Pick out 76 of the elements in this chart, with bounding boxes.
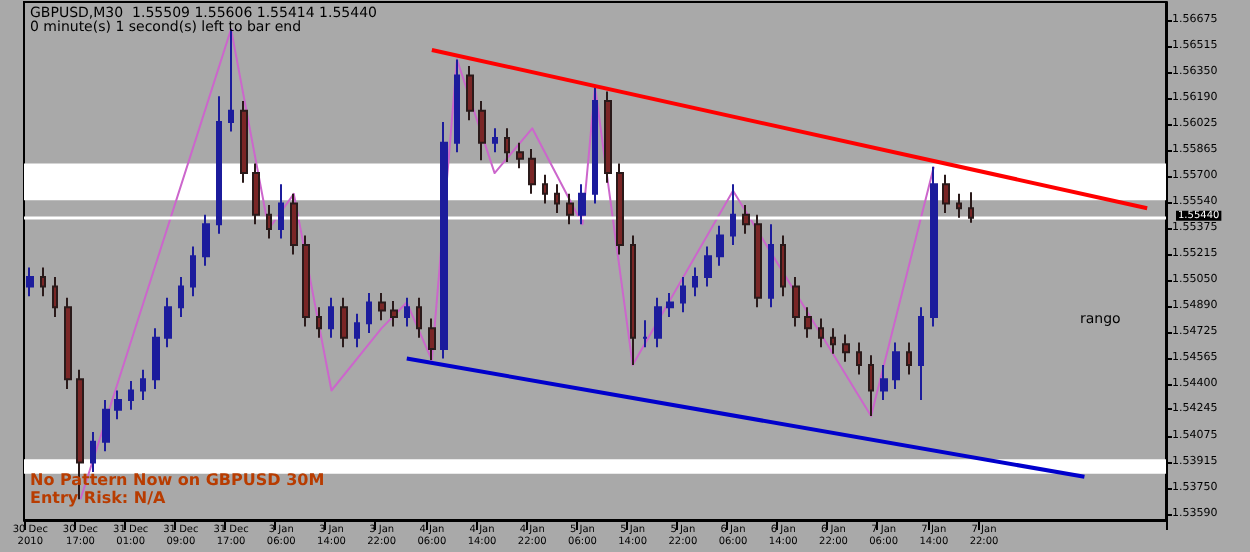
candlestick [956, 192, 962, 219]
candlestick [680, 275, 686, 314]
candlestick [818, 317, 824, 349]
candlestick [768, 223, 774, 309]
candlestick [528, 148, 536, 195]
candlestick [692, 266, 698, 298]
candlestick [26, 266, 34, 298]
candlestick [152, 327, 160, 390]
candlestick [228, 28, 234, 133]
candlestick [566, 192, 574, 226]
candlestick [390, 299, 398, 328]
candlestick [428, 317, 436, 362]
candlestick [554, 183, 560, 215]
candlestick [968, 191, 974, 224]
candlestick [516, 141, 524, 170]
candlestick [128, 379, 134, 411]
candlestick [892, 341, 900, 390]
candlestick [880, 363, 888, 402]
candlestick [616, 162, 624, 256]
candlestick [642, 319, 648, 349]
candlestick [290, 192, 298, 256]
candlestick [930, 165, 938, 328]
candlestick [578, 183, 586, 226]
candlestick [140, 368, 146, 402]
candlestick [64, 296, 72, 390]
candlestick [742, 204, 750, 235]
candlestick [316, 306, 322, 339]
candlestick [266, 204, 272, 240]
candlestick [868, 354, 874, 418]
candlestick [440, 120, 448, 360]
candlestick [704, 245, 712, 288]
candlestick [278, 183, 284, 240]
candlestick [240, 100, 248, 184]
candlestick [592, 85, 598, 205]
candlestick [354, 312, 360, 349]
candlestick [630, 234, 636, 366]
candlestick [404, 296, 410, 328]
candlestick [328, 296, 334, 339]
candlestick [340, 296, 348, 349]
candlestick [164, 296, 172, 349]
candlestick [780, 234, 786, 298]
candlestick [856, 341, 862, 376]
candlestick [302, 234, 310, 328]
candlestick [666, 291, 674, 318]
candlestick [504, 127, 510, 163]
candlestick [730, 183, 736, 247]
candlestick [202, 213, 210, 267]
candlestick [466, 64, 474, 122]
candlestick [804, 306, 812, 339]
candlestick [216, 95, 222, 235]
candlestick [114, 389, 122, 421]
candlestick [906, 341, 912, 376]
candlestick [366, 291, 372, 334]
candlestick [842, 333, 850, 363]
candlestick [40, 266, 46, 298]
candlestick [830, 327, 836, 355]
candlestick [252, 162, 260, 226]
candlestick [90, 431, 96, 474]
candlestick [792, 275, 800, 328]
candlestick [754, 213, 762, 309]
candlestick [478, 100, 486, 162]
candlestick [52, 275, 58, 318]
candlestick [542, 173, 548, 205]
candlestick [454, 58, 460, 154]
candlestick [492, 127, 498, 154]
candlestick [190, 245, 196, 298]
candlestick [178, 275, 184, 318]
candlestick [654, 296, 662, 349]
candlestick [102, 399, 110, 453]
candlestick [716, 224, 724, 267]
candlestick [918, 306, 924, 402]
candlestick [378, 291, 386, 322]
candlestick [942, 173, 950, 215]
annotation: Entry Risk: N/A [30, 489, 168, 507]
candlestick [604, 90, 612, 184]
candlestick [416, 296, 422, 339]
